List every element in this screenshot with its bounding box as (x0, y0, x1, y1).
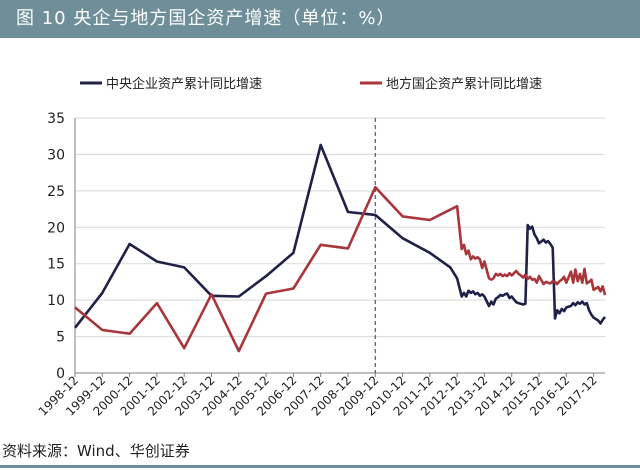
legend-label-central: 中央企业资产累计同比增速 (106, 76, 262, 92)
y-tick-label: 0 (56, 366, 65, 382)
y-tick-label: 35 (47, 111, 65, 127)
source-note: 资料来源：Wind、华创证券 (2, 442, 190, 460)
y-tick-label: 5 (56, 330, 65, 346)
y-tick-label: 25 (47, 184, 65, 200)
y-tick-label: 10 (47, 293, 65, 309)
series-line-local (74, 185, 607, 353)
y-tick-label: 30 (47, 147, 65, 163)
series-line-central (73, 143, 607, 329)
chart-area: 0 5 10 15 20 25 30 35 1998-12 1999-12 2000-12 2001-… (0, 38, 640, 438)
line-chart: 051015202530351998-121999-122000-122001-… (36, 76, 607, 419)
legend-label-local: 地方国企资产累计同比增速 (386, 76, 542, 92)
y-tick-label: 20 (47, 220, 65, 236)
figure-title: 图 10 央企与地方国企资产增速（单位：%） (0, 0, 640, 38)
y-tick-label: 15 (47, 257, 65, 273)
bottom-rule (0, 465, 640, 468)
